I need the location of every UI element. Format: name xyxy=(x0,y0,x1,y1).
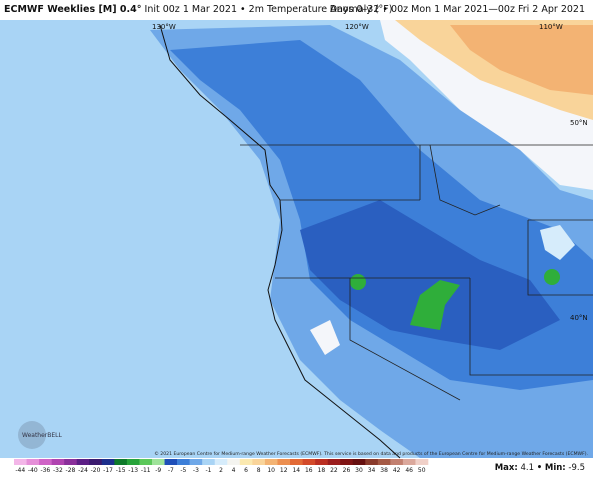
colorbar-label: 16 xyxy=(305,467,313,474)
colorbar-swatch xyxy=(126,459,140,465)
title-bold: ECMWF Weeklies [M] 0.4° xyxy=(4,4,142,15)
colorbar-swatch xyxy=(202,459,216,465)
colorbar-swatch xyxy=(402,459,416,465)
colorbar-label: -17 xyxy=(103,467,113,474)
min-value: -9.5 xyxy=(568,463,585,473)
colorbar-swatch xyxy=(114,459,128,465)
green-area xyxy=(350,274,366,290)
colorbar-swatch xyxy=(39,459,52,465)
colorbar-swatch xyxy=(327,459,341,465)
colorbar-label: 4 xyxy=(232,467,236,474)
colorbar-label: -15 xyxy=(116,467,126,474)
colorbar-swatch xyxy=(26,459,40,465)
colorbar-label: -24 xyxy=(78,467,88,474)
colorbar-swatch xyxy=(152,459,165,465)
colorbar-label: 18 xyxy=(318,467,326,474)
colorbar-swatch xyxy=(252,459,266,465)
colorbar-swatch xyxy=(277,459,291,465)
colorbar-swatch xyxy=(227,459,241,465)
colorbar-label: -28 xyxy=(66,467,76,474)
colorbar-label: 2 xyxy=(219,467,223,474)
colorbar-swatch xyxy=(14,459,27,465)
colorbar-label: -20 xyxy=(91,467,101,474)
lon-label: 130°W xyxy=(152,23,176,31)
max-label: Max: xyxy=(494,463,518,473)
colorbar-label: -44 xyxy=(15,467,25,474)
colorbar-label: -3 xyxy=(193,467,199,474)
colorbar-swatch xyxy=(177,459,190,465)
colorbar-label: 34 xyxy=(368,467,376,474)
light-area xyxy=(540,225,575,260)
colorbar-swatch xyxy=(290,459,303,465)
colorbar-label: 26 xyxy=(343,467,351,474)
title-rest: Init 00z 1 Mar 2021 • 2m Temperature Ano… xyxy=(144,4,393,15)
colorbar-swatch xyxy=(64,459,78,465)
coastline xyxy=(159,24,401,459)
colorbar-label: -5 xyxy=(180,467,186,474)
colder-area xyxy=(300,200,560,350)
colorbar-label: -13 xyxy=(128,467,138,474)
lon-label: 110°W xyxy=(539,23,563,31)
colorbar-swatch xyxy=(340,459,354,465)
colorbar-swatch xyxy=(390,459,404,465)
copyright: © 2021 European Centre for Medium-range … xyxy=(154,450,588,457)
colorbar-label: -32 xyxy=(53,467,63,474)
colorbar-label: 8 xyxy=(257,467,261,474)
colorbar-label: 38 xyxy=(380,467,388,474)
colorbar-swatch xyxy=(239,459,253,465)
border xyxy=(240,144,593,401)
separator: • xyxy=(536,463,543,473)
colorbar-swatch xyxy=(365,459,379,465)
green-area xyxy=(544,269,560,285)
colorbar-swatch xyxy=(214,459,228,465)
date-range: Days 0–32 • 00z Mon 1 Mar 2021—00z Fri 2… xyxy=(329,4,585,15)
colorbar-swatch xyxy=(51,459,65,465)
title: ECMWF Weeklies [M] 0.4° Init 00z 1 Mar 2… xyxy=(4,4,392,15)
colorbar-label: -40 xyxy=(28,467,38,474)
colorbar-label: -1 xyxy=(205,467,211,474)
colorbar-label: -36 xyxy=(40,467,50,474)
colorbar-swatch xyxy=(164,459,178,465)
colorbar-label: 6 xyxy=(244,467,248,474)
colorbar-label: 22 xyxy=(330,467,338,474)
max-value: 4.1 xyxy=(520,463,535,473)
colorbar-swatch xyxy=(302,459,316,465)
colorbar-label: 10 xyxy=(267,467,275,474)
colorbar-swatch xyxy=(139,459,153,465)
lon-label: 120°W xyxy=(345,23,369,31)
colorbar-label: -11 xyxy=(141,467,151,474)
colorbar-swatch xyxy=(101,459,115,465)
min-label: Min: xyxy=(544,463,566,473)
colorbar-label: 14 xyxy=(292,467,300,474)
green-area xyxy=(410,280,460,330)
colorbar-label: 50 xyxy=(418,467,426,474)
colorbar-label: 46 xyxy=(405,467,413,474)
logo-icon xyxy=(18,421,46,449)
colorbar-swatch xyxy=(89,459,103,465)
colorbar-swatch xyxy=(315,459,328,465)
colorbar-label: -9 xyxy=(155,467,161,474)
colorbar-swatch xyxy=(76,459,90,465)
colorbar-swatch xyxy=(189,459,203,465)
logo: WeatherBELL xyxy=(22,432,63,439)
colorbar-label: 12 xyxy=(280,467,288,474)
stats: Max: 4.1 • Min: -9.5 xyxy=(495,463,585,473)
lat-label: 40°N xyxy=(570,314,588,322)
colorbar-label: -7 xyxy=(168,467,174,474)
lat-label: 50°N xyxy=(570,119,588,127)
warm-area xyxy=(450,25,593,95)
colorbar: -44 -40 -36 -32 -28 -24 -20 -17 -15 -13 -11 -9 -7 -5-… xyxy=(14,459,429,474)
colorbar-swatch xyxy=(352,459,366,465)
colorbar-swatch xyxy=(377,459,391,465)
colorbar-label: 30 xyxy=(355,467,363,474)
colorbar-swatch xyxy=(415,459,429,465)
colorbar-label: 42 xyxy=(393,467,401,474)
colorbar-swatch xyxy=(264,459,278,465)
light-area xyxy=(310,320,340,355)
